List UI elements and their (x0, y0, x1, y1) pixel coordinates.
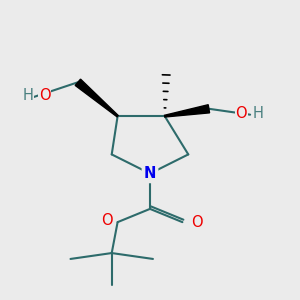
Text: O: O (102, 213, 113, 228)
Text: H: H (23, 88, 34, 103)
Text: O: O (191, 214, 203, 230)
Text: O: O (236, 106, 247, 121)
Text: N: N (144, 166, 156, 181)
Polygon shape (75, 79, 118, 117)
Text: O: O (39, 88, 51, 103)
Polygon shape (165, 105, 210, 117)
Text: H: H (253, 106, 264, 121)
